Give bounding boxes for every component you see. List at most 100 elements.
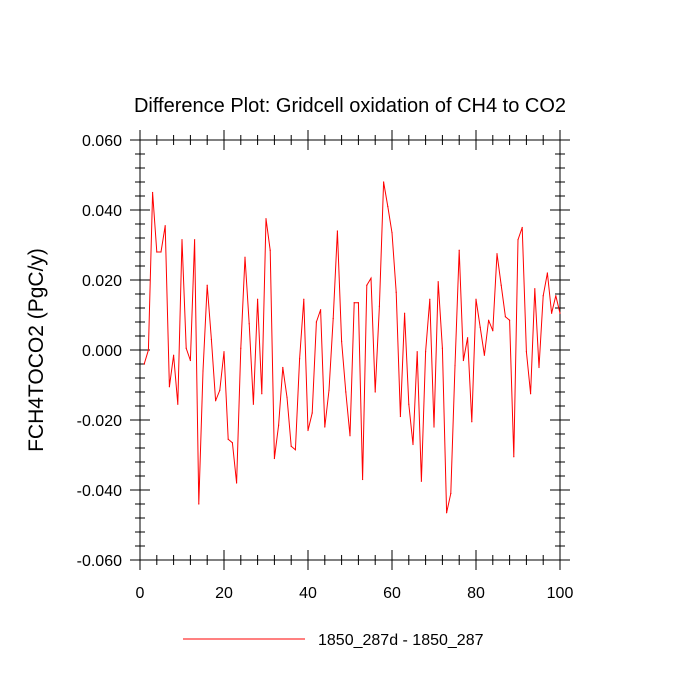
data-point: [202, 370, 204, 372]
data-point: [504, 316, 506, 318]
data-point: [336, 230, 338, 232]
data-point: [475, 298, 477, 300]
data-point: [278, 424, 280, 426]
data-point: [236, 482, 238, 484]
data-point: [215, 400, 217, 402]
y-tick-label: 0.020: [82, 273, 122, 290]
data-point: [521, 226, 523, 229]
data-point: [189, 359, 191, 362]
data-point: [551, 312, 553, 314]
data-point: [299, 358, 301, 360]
y-tick-label: 0.040: [82, 203, 122, 220]
data-point: [542, 295, 544, 297]
series-line: [143, 181, 561, 513]
data-point: [366, 284, 368, 286]
y-tick-label: 0.060: [82, 133, 122, 150]
plot-frame: [139, 139, 561, 561]
data-point: [450, 492, 452, 495]
data-point: [496, 253, 498, 255]
y-tick-label: -0.020: [77, 413, 122, 430]
data-point: [282, 366, 284, 369]
data-point: [395, 291, 397, 293]
data-point: [315, 321, 317, 323]
data-point: [219, 389, 221, 391]
data-point: [320, 309, 322, 311]
data-point: [244, 256, 246, 258]
data-point: [404, 312, 406, 314]
data-point: [530, 393, 532, 395]
data-point: [441, 347, 443, 349]
data-point: [168, 386, 170, 388]
data-point: [374, 391, 376, 393]
data-point: [198, 503, 200, 505]
chart-title: Difference Plot: Gridcell oxidation of C…: [134, 95, 566, 117]
data-point: [147, 349, 149, 351]
data-point: [303, 298, 305, 300]
data-point: [143, 363, 145, 365]
data-point: [509, 319, 511, 321]
data-point: [265, 218, 267, 220]
data-point: [362, 478, 364, 481]
data-point: [446, 512, 448, 514]
data-point: [500, 284, 502, 286]
data-point: [559, 312, 561, 314]
data-point: [425, 351, 427, 353]
data-point: [538, 366, 540, 369]
x-tick-labels: 0 20 40 60 80 100: [136, 585, 574, 602]
data-point: [152, 191, 154, 194]
data-point: [383, 181, 385, 183]
data-point: [399, 415, 401, 418]
data-point: [546, 272, 549, 274]
data-point: [483, 354, 485, 356]
data-point: [307, 429, 309, 432]
x-tick-label: 80: [467, 585, 485, 602]
data-point: [273, 457, 275, 460]
data-point: [378, 305, 380, 307]
legend-label: 1850_287d - 1850_287: [318, 632, 484, 649]
data-point: [370, 277, 372, 279]
data-point: [454, 365, 456, 367]
data-point: [412, 443, 414, 446]
data-point: [290, 445, 292, 447]
data-point: [194, 239, 196, 241]
data-point: [328, 389, 330, 391]
data-point: [534, 288, 536, 290]
data-point: [206, 284, 208, 286]
x-tick-label: 60: [383, 585, 401, 602]
data-points: [143, 181, 561, 514]
data-point: [261, 393, 263, 395]
data-point: [433, 426, 435, 428]
y-tick-label: 0.000: [82, 343, 122, 360]
data-point: [437, 281, 439, 283]
data-point: [387, 205, 389, 208]
data-point: [492, 330, 494, 332]
data-point: [525, 351, 528, 353]
y-tick-labels: -0.060 -0.040 -0.020 0.000 0.020 0.040 0.060: [77, 133, 122, 570]
data-point: [223, 351, 225, 353]
x-tick-label: 20: [215, 585, 233, 602]
data-point: [210, 338, 212, 341]
data-point: [357, 302, 359, 304]
data-point: [294, 449, 296, 451]
data-point: [332, 317, 334, 320]
data-point: [353, 302, 355, 304]
data-point: [467, 337, 469, 339]
data-point: [286, 396, 288, 398]
data-point: [231, 442, 233, 444]
data-point: [341, 340, 343, 342]
data-point: [181, 239, 183, 241]
data-point: [479, 326, 481, 328]
legend: 1850_287d - 1850_287: [183, 632, 484, 649]
data-point: [420, 480, 422, 482]
data-point: [324, 426, 326, 428]
data-point: [429, 298, 431, 300]
data-point: [458, 249, 460, 251]
data-point: [345, 391, 347, 393]
data-point: [269, 249, 271, 251]
data-point: [164, 225, 166, 227]
data-point: [391, 232, 393, 234]
data-point: [156, 251, 158, 253]
axis-ticks: [130, 130, 570, 570]
data-point: [555, 295, 557, 297]
